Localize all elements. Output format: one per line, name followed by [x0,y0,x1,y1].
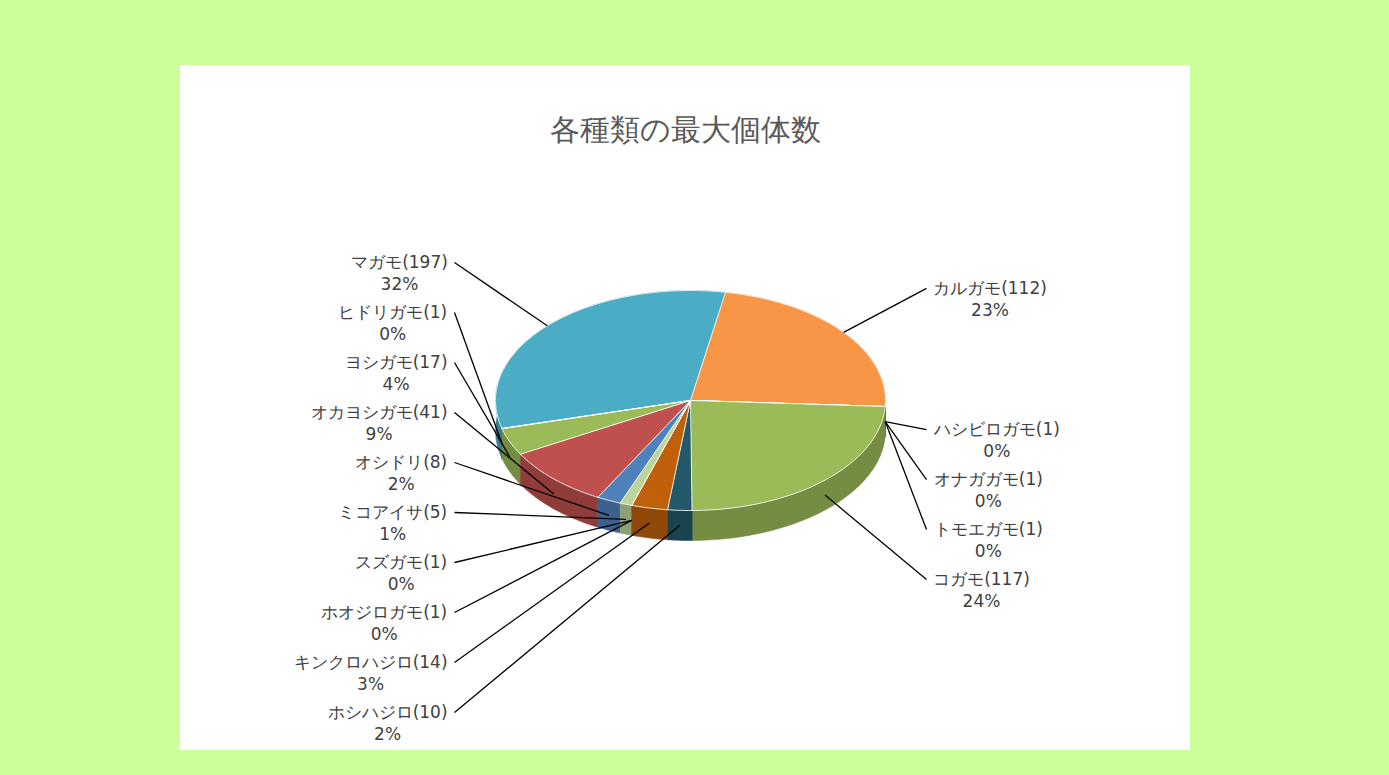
svg-text:1%: 1% [379,524,406,544]
svg-text:0%: 0% [983,441,1010,461]
svg-text:ヨシガモ(17): ヨシガモ(17) [345,352,448,372]
svg-text:オカヨシガモ(41): オカヨシガモ(41) [311,402,448,422]
svg-text:ホシハジロ(10): ホシハジロ(10) [328,702,448,722]
svg-text:オナガガモ(1): オナガガモ(1) [934,469,1043,489]
svg-text:0%: 0% [975,491,1002,511]
svg-text:0%: 0% [371,624,398,644]
svg-text:マガモ(197): マガモ(197) [351,252,448,272]
svg-text:24%: 24% [963,591,1001,611]
svg-text:カルガモ(112): カルガモ(112) [933,278,1047,298]
svg-text:2%: 2% [374,724,401,744]
svg-text:4%: 4% [383,374,410,394]
svg-text:コガモ(117): コガモ(117) [933,569,1030,589]
svg-text:2%: 2% [388,474,415,494]
svg-text:0%: 0% [388,574,415,594]
svg-text:ヒドリガモ(1): ヒドリガモ(1) [338,302,447,322]
svg-text:スズガモ(1): スズガモ(1) [355,552,447,572]
svg-text:トモエガモ(1): トモエガモ(1) [934,519,1043,539]
svg-text:32%: 32% [381,274,419,294]
svg-text:0%: 0% [975,541,1002,561]
svg-text:キンクロハジロ(14): キンクロハジロ(14) [294,652,448,672]
svg-text:ミコアイサ(5): ミコアイサ(5) [338,502,447,522]
svg-text:0%: 0% [379,324,406,344]
svg-text:ハシビロガモ(1): ハシビロガモ(1) [933,419,1060,439]
svg-text:23%: 23% [971,300,1009,320]
svg-text:3%: 3% [357,674,384,694]
svg-text:ホオジロガモ(1): ホオジロガモ(1) [321,602,447,622]
svg-text:各種類の最大個体数: 各種類の最大個体数 [550,112,821,147]
svg-text:オシドリ(8): オシドリ(8) [355,452,447,472]
svg-text:9%: 9% [366,424,393,444]
